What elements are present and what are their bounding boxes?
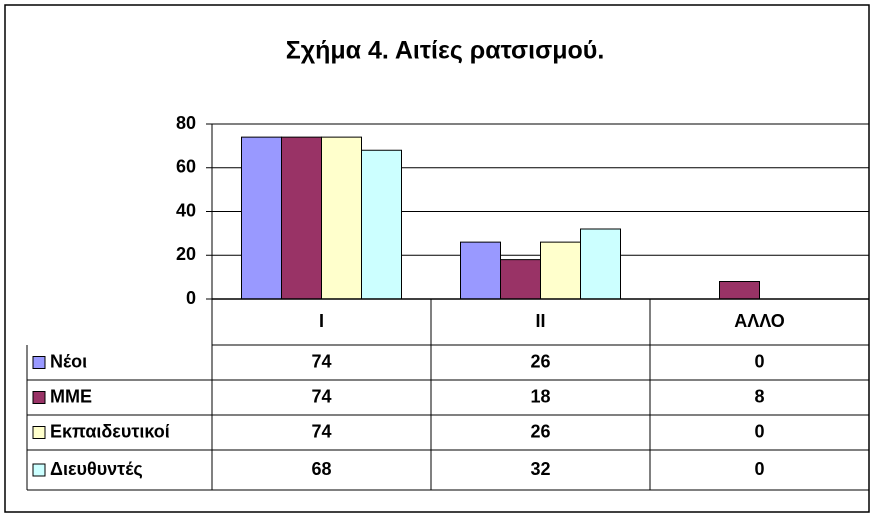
legend-swatch [32, 463, 46, 477]
table-value: 74 [311, 386, 331, 406]
table-value: 26 [530, 421, 550, 441]
table-value: 8 [754, 386, 764, 406]
table-value: 32 [530, 459, 550, 479]
y-tick-label: 60 [176, 157, 196, 177]
table-value: 18 [530, 386, 550, 406]
chart-title: Σχήμα 4. Αιτίες ρατσισμού. [286, 37, 605, 65]
bar [361, 149, 402, 300]
legend-label: ΜΜΕ [50, 386, 92, 406]
y-tick-label: 20 [176, 244, 196, 264]
y-tick-label: 0 [186, 288, 196, 308]
bar [500, 259, 541, 300]
bar [580, 228, 621, 300]
table-value: 26 [530, 351, 550, 371]
legend-swatch [32, 426, 46, 439]
bar [321, 136, 362, 300]
table-value: 0 [754, 351, 764, 371]
y-tick-label: 40 [176, 200, 196, 220]
legend-label: Νέοι [50, 351, 87, 371]
x-tick-label: II [535, 311, 545, 331]
legend-swatch [32, 356, 46, 369]
bar [460, 241, 501, 300]
bar [719, 281, 760, 300]
table-value: 74 [311, 351, 331, 371]
y-tick-label: 80 [176, 113, 196, 133]
bar [540, 241, 581, 300]
table-value: 74 [311, 421, 331, 441]
table-value: 0 [754, 421, 764, 441]
chart-border [4, 4, 870, 513]
bar [241, 136, 282, 300]
legend-swatch [32, 391, 46, 404]
bar [281, 136, 322, 300]
x-tick-label: I [319, 311, 324, 331]
x-tick-label: ΑΛΛΟ [734, 311, 785, 331]
table-value: 0 [754, 459, 764, 479]
legend-label: Εκπαιδευτικοί [50, 421, 170, 441]
table-value: 68 [311, 459, 331, 479]
legend-label: Διευθυντές [50, 459, 143, 479]
